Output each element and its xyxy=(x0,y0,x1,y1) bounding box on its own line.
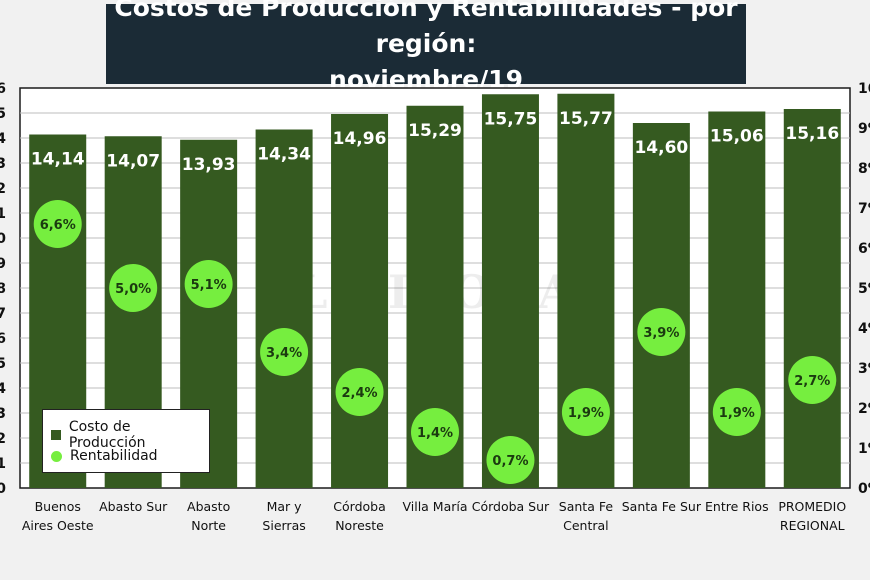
legend-swatch-dot xyxy=(51,450,62,462)
category-label: Abasto xyxy=(187,499,230,514)
right-axis-tick: 4% xyxy=(858,321,870,337)
rentabilidad-dot xyxy=(109,264,158,312)
bar xyxy=(255,129,313,488)
bar-value-label: 15,29 xyxy=(408,121,462,141)
right-axis-tick: 0% xyxy=(858,481,870,497)
dot-value-label: 3,9% xyxy=(643,326,679,341)
rentabilidad-dot xyxy=(486,436,535,484)
dot-value-label: 2,7% xyxy=(794,374,830,389)
legend-label-cost: Costo de Producción xyxy=(68,419,146,451)
rentabilidad-dot xyxy=(561,388,610,436)
dot-value-label: 2,4% xyxy=(342,386,378,401)
legend: Costo de Producción Rentabilidad xyxy=(42,409,210,473)
category-label: Norte xyxy=(191,518,226,533)
bar xyxy=(331,114,389,488)
left-axis-tick: 16 xyxy=(0,81,6,97)
bar xyxy=(783,109,841,488)
right-axis-tick: 3% xyxy=(858,361,870,377)
legend-item-profit: Rentabilidad xyxy=(51,448,158,464)
dot-value-label: 5,0% xyxy=(115,282,151,297)
category-label: PROMEDIO xyxy=(778,499,846,514)
bar-value-label: 15,77 xyxy=(559,109,613,129)
right-axis-tick: 10% xyxy=(858,81,870,97)
dot-value-label: 1,4% xyxy=(417,426,453,441)
dot-value-label: 5,1% xyxy=(191,278,227,293)
left-axis-tick: 0 xyxy=(0,481,6,497)
bar-value-label: 14,96 xyxy=(333,129,387,149)
left-axis-tick: 8 xyxy=(0,281,6,297)
dot-value-label: 1,9% xyxy=(568,406,604,421)
left-axis-tick: 7 xyxy=(0,306,6,322)
dot-value-label: 0,7% xyxy=(492,454,528,469)
bar-value-label: 14,07 xyxy=(106,151,160,171)
right-axis-tick: 9% xyxy=(858,121,870,137)
category-label: Abasto Sur xyxy=(99,499,168,514)
left-axis-tick: 3 xyxy=(0,406,6,422)
left-axis-tick: 6 xyxy=(0,331,6,347)
bar-value-label: 14,60 xyxy=(634,138,688,158)
left-axis-tick: 9 xyxy=(0,256,6,272)
right-axis-tick: 7% xyxy=(858,201,870,217)
left-axis-tick: 13 xyxy=(0,156,6,172)
category-label: Noreste xyxy=(335,518,384,533)
rentabilidad-dot xyxy=(260,328,309,376)
category-label: Buenos xyxy=(35,499,81,514)
right-axis-tick: 2% xyxy=(858,401,870,417)
category-label: Santa Fe Sur xyxy=(622,499,702,514)
left-axis-tick: 4 xyxy=(0,381,6,397)
right-axis-tick: 6% xyxy=(858,241,870,257)
rentabilidad-dot xyxy=(788,356,837,404)
rentabilidad-dot xyxy=(712,388,761,436)
right-axis-tick: 5% xyxy=(858,281,870,297)
legend-label-profit: Rentabilidad xyxy=(70,448,158,464)
category-label: Aires Oeste xyxy=(22,518,94,533)
left-axis-tick: 12 xyxy=(0,181,6,197)
bar-value-label: 14,14 xyxy=(31,150,85,170)
bar-value-label: 14,34 xyxy=(257,145,311,165)
bar xyxy=(481,94,539,488)
bar-value-label: 15,06 xyxy=(710,127,764,147)
rentabilidad-dot xyxy=(637,308,686,356)
category-label: Central xyxy=(563,518,609,533)
rentabilidad-dot xyxy=(33,200,82,248)
rentabilidad-dot xyxy=(335,368,384,416)
legend-swatch-bar xyxy=(51,430,61,440)
dot-value-label: 1,9% xyxy=(719,406,755,421)
right-axis-tick: 8% xyxy=(858,161,870,177)
rentabilidad-dot xyxy=(184,260,233,308)
bar xyxy=(632,123,690,488)
chart-title: Costos de Producción y Rentabilidades - … xyxy=(106,0,746,94)
category-label: Villa María xyxy=(402,499,467,514)
left-axis-tick: 15 xyxy=(0,106,6,122)
left-axis-tick: 11 xyxy=(0,206,6,222)
category-label: REGIONAL xyxy=(780,518,845,533)
category-label: Córdoba Sur xyxy=(472,499,550,514)
category-label: Sierras xyxy=(262,518,305,533)
bar-value-label: 15,75 xyxy=(484,109,538,129)
category-label: Entre Rios xyxy=(705,499,769,514)
left-axis-tick: 2 xyxy=(0,431,6,447)
left-axis-tick: 1 xyxy=(0,456,6,472)
left-axis-tick: 5 xyxy=(0,356,6,372)
rentabilidad-dot xyxy=(411,408,459,456)
legend-item-cost: Costo de Producción xyxy=(51,419,209,451)
left-axis-tick: 10 xyxy=(0,231,6,247)
left-axis-tick: 14 xyxy=(0,131,6,147)
bar-value-label: 15,16 xyxy=(785,124,839,144)
dot-value-label: 3,4% xyxy=(266,346,302,361)
bar-value-label: 13,93 xyxy=(182,155,236,175)
category-label: Córdoba xyxy=(333,499,385,514)
dot-value-label: 6,6% xyxy=(40,218,76,233)
category-label: Mar y xyxy=(267,499,303,514)
title-line-1: Costos de Producción y Rentabilidades - … xyxy=(114,0,738,58)
right-axis-tick: 1% xyxy=(858,441,870,457)
category-label: Santa Fe xyxy=(559,499,614,514)
